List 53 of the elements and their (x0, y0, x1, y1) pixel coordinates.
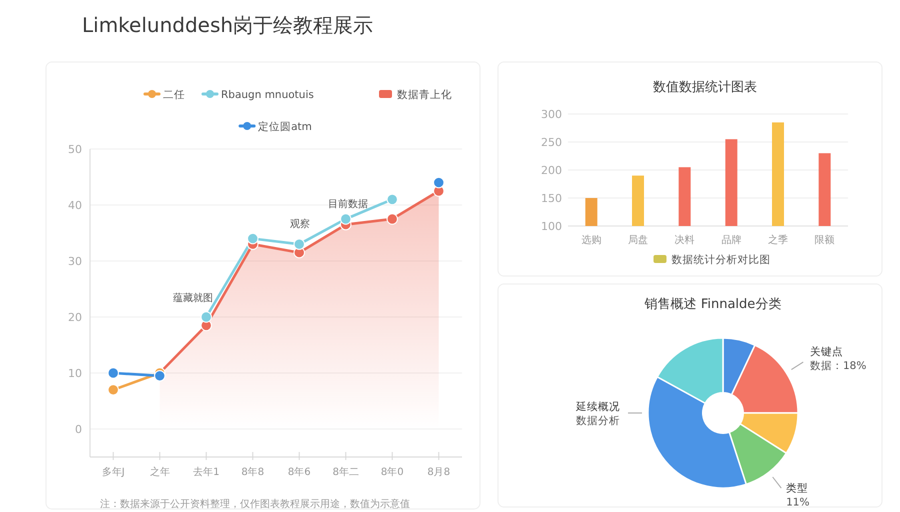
data-label: 数据：18% (810, 360, 866, 372)
x-tick-label: 多年J (102, 466, 125, 478)
slice-label: 类型 (786, 481, 808, 494)
x-tick-label: 局盘 (628, 234, 648, 246)
data-label: 数据分析 (576, 415, 620, 427)
x-tick-label: 8年6 (288, 466, 311, 478)
y-tick-label: 0 (75, 423, 82, 436)
text: 注：数据来源于公开资料整理，仅作图表教程展示用途，数值为示意值 (100, 498, 410, 510)
y-tick-label: 150 (541, 192, 562, 205)
x-tick-label: 品牌 (721, 234, 742, 246)
point (247, 232, 258, 244)
point (386, 213, 398, 225)
slice-label: 延续概况 (575, 400, 620, 413)
chart-title: 销售概述 Finnalde分类 (644, 297, 782, 312)
legend-label: 二任 (163, 89, 185, 101)
x-tick-label: 选购 (581, 234, 602, 246)
y-tick-label: 100 (541, 220, 562, 233)
point (108, 384, 119, 396)
text: 数据统计分析对比图 (672, 253, 770, 266)
x-tick-label: 8月8 (427, 467, 450, 478)
point (154, 370, 166, 382)
annotation: 观察 (290, 218, 310, 230)
y-tick-label: 300 (541, 108, 562, 121)
x-tick-label: 之季 (768, 234, 788, 246)
y-tick-label: 30 (68, 255, 82, 268)
chart-title: 数值数据统计图表 (653, 80, 757, 95)
x-tick-label: 8年0 (380, 466, 404, 478)
point (108, 367, 119, 379)
y-tick-label: 20 (68, 311, 82, 324)
y-tick-label: 50 (68, 143, 82, 156)
chart-title: Limkelunddesh岗于绘教程展示 (82, 13, 374, 37)
x-tick-label: 8年8 (241, 466, 264, 478)
annotation: 蕴藏就图 (173, 292, 213, 304)
y-tick-label: 200 (541, 164, 562, 177)
y-tick-label: 10 (68, 367, 82, 380)
legend-label: 数据青上化 (397, 88, 452, 101)
point (386, 194, 398, 206)
point (200, 311, 212, 323)
x-tick-label: 之年 (150, 466, 170, 478)
point (340, 213, 352, 225)
x-tick-label: 8年二 (332, 466, 359, 478)
data-label: 11% (786, 496, 810, 508)
point (294, 238, 305, 250)
slice-label: 关键点 (810, 344, 843, 358)
legend-label: 定位圆atm (258, 120, 312, 133)
y-tick-label: 40 (68, 199, 82, 212)
x-tick-label: 决料 (674, 234, 695, 246)
legend-label: Rbaugn mnuotuis (221, 89, 314, 101)
x-tick-label: 去年1 (193, 466, 220, 478)
point (433, 176, 444, 188)
annotation: 目前数据 (328, 198, 368, 210)
x-tick-label: 限额 (814, 234, 835, 246)
y-tick-label: 250 (541, 136, 562, 149)
